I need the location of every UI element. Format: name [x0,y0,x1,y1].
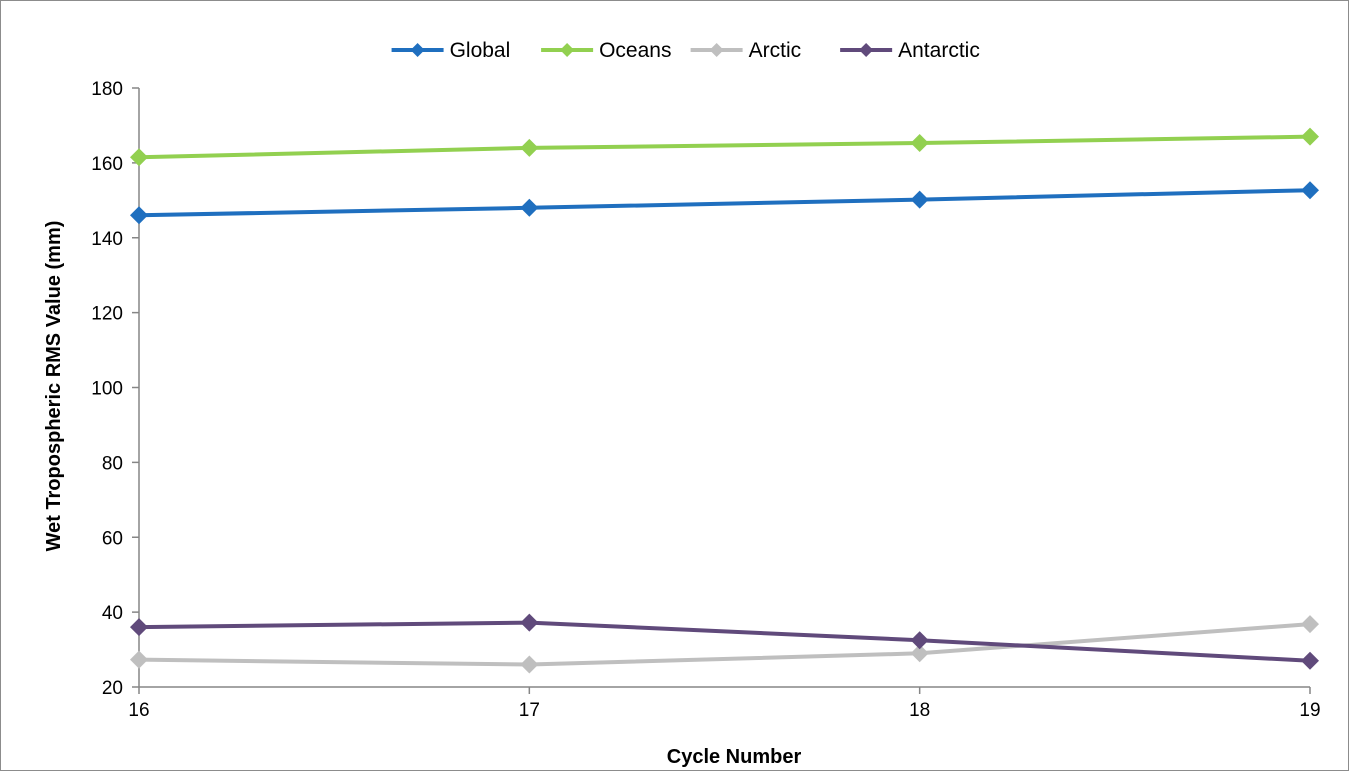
y-tick-label: 120 [91,304,123,325]
data-point-antarctic [520,613,539,632]
data-point-oceans [520,138,539,157]
series-line-arctic [138,622,1311,667]
series-line-oceans [138,134,1311,160]
legend-label-oceans: Oceans [599,39,671,62]
x-tick-label: 18 [909,700,930,721]
data-point-arctic [130,650,148,669]
data-point-arctic [520,655,539,674]
y-tick-label: 60 [102,528,123,549]
data-point-oceans [910,134,929,153]
x-tick-label: 17 [519,700,540,721]
series-line-antarctic [138,620,1311,663]
legend-marker-global [410,43,425,57]
data-point-arctic [910,644,929,663]
x-tick-label: 16 [128,700,149,721]
legend-label-arctic: Arctic [749,39,802,62]
series-oceans [130,127,1319,167]
x-tick-label: 19 [1299,700,1320,721]
y-tick-label: 80 [102,453,123,474]
series-global [130,181,1319,225]
data-point-antarctic [910,631,929,650]
axes: 20 40 60 80 100 120 140 160 180 16 17 18 19 [91,79,1320,721]
data-point-oceans [130,148,148,167]
y-axis-title: Wet Tropospheric RMS Value (mm) [43,221,65,552]
data-point-oceans [1301,127,1319,146]
legend-marker-arctic [709,43,724,57]
y-tick-label: 180 [91,79,123,100]
y-tick-label: 40 [102,603,123,624]
y-tick-label: 20 [102,678,123,699]
series-line-global [138,188,1311,218]
series-arctic [130,615,1319,674]
data-point-global [130,206,148,225]
y-tick-label: 100 [91,379,123,400]
y-tick-label: 140 [91,229,123,250]
data-point-antarctic [1301,651,1319,670]
data-point-global [910,190,929,209]
data-point-global [1301,181,1319,200]
legend-item-oceans: Oceans [541,39,671,62]
series-antarctic [130,613,1319,670]
y-tick-label: 160 [91,154,123,175]
legend-item-antarctic: Antarctic [840,39,980,62]
legend-item-arctic: Arctic [690,39,802,62]
data-point-antarctic [130,618,148,637]
legend-item-global: Global [391,39,511,62]
legend-marker-antarctic [859,43,874,57]
legend-marker-oceans [560,43,575,57]
legend-label-antarctic: Antarctic [898,39,980,62]
series-layer [130,127,1319,674]
data-point-global [520,198,539,217]
x-axis-title: Cycle Number [667,746,802,768]
legend-label-global: Global [450,39,511,62]
data-point-arctic [1301,615,1319,634]
legend: Global Oceans Arctic Antarctic [391,39,980,62]
